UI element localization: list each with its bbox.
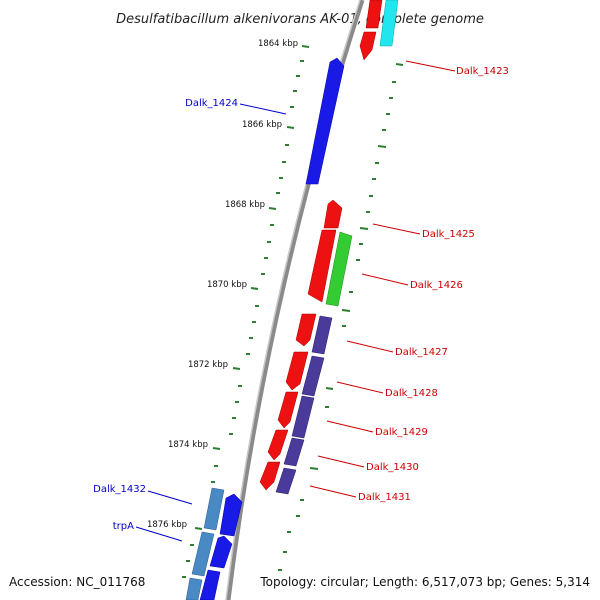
outer-tick-ring bbox=[278, 63, 404, 571]
gene-feature-red[interactable] bbox=[307, 229, 337, 303]
gene-feature-steel[interactable] bbox=[185, 577, 203, 600]
gene-feature-red[interactable] bbox=[359, 31, 377, 61]
genome-summary-text: Topology: circular; Length: 6,517,073 bp… bbox=[259, 575, 590, 589]
accession-text: Accession: NC_011768 bbox=[9, 575, 145, 589]
map-title: Desulfatibacillum alkenivorans AK-01, co… bbox=[116, 12, 484, 27]
gene-feature-blue[interactable] bbox=[219, 493, 243, 537]
tick-labels: 1864 kbp 1866 kbp 1868 kbp 1870 kbp 1872… bbox=[147, 39, 298, 530]
gene-label-trpa[interactable]: trpA bbox=[113, 521, 134, 532]
gene-feature-blue[interactable] bbox=[199, 569, 221, 600]
inner-tick-ring bbox=[182, 45, 310, 578]
gene-feature-blue[interactable] bbox=[209, 535, 233, 569]
gene-feature-cyan[interactable] bbox=[379, 0, 399, 47]
tick-label-1872: 1872 kbp bbox=[188, 360, 228, 370]
tick-label-1864: 1864 kbp bbox=[258, 39, 298, 49]
gene-feature-purple[interactable] bbox=[291, 395, 315, 439]
gene-feature-purple[interactable] bbox=[275, 467, 297, 495]
tick-label-1874: 1874 kbp bbox=[168, 440, 208, 450]
gene-feature-red[interactable] bbox=[365, 0, 383, 29]
gene-features bbox=[185, 0, 399, 600]
gene-feature-purple[interactable] bbox=[283, 437, 305, 467]
gene-feature-dalk-1424[interactable] bbox=[305, 57, 345, 185]
gene-feature-dalk-1427[interactable] bbox=[295, 313, 317, 347]
gene-feature-dalk-1425[interactable] bbox=[323, 199, 343, 229]
gene-feature-purple[interactable] bbox=[311, 315, 333, 355]
gene-feature-purple[interactable] bbox=[301, 355, 325, 397]
gene-labels: Dalk_1423 Dalk_1424 Dalk_1425 Dalk_1426 … bbox=[93, 66, 509, 532]
gene-label-dalk-1427[interactable]: Dalk_1427 bbox=[395, 347, 448, 358]
gene-feature-dalk-1429[interactable] bbox=[277, 391, 299, 429]
label-leaders bbox=[135, 60, 456, 542]
tick-label-1876: 1876 kbp bbox=[147, 520, 187, 530]
gene-label-dalk-1432[interactable]: Dalk_1432 bbox=[93, 484, 146, 495]
gene-feature-dalk-1432[interactable] bbox=[203, 487, 225, 531]
gene-feature-dalk-1431[interactable] bbox=[259, 461, 281, 491]
gene-label-dalk-1431[interactable]: Dalk_1431 bbox=[358, 492, 411, 503]
gene-feature-dalk-1430[interactable] bbox=[267, 429, 289, 461]
gene-label-dalk-1426[interactable]: Dalk_1426 bbox=[410, 280, 463, 291]
gene-feature-dalk-1426[interactable] bbox=[325, 231, 353, 307]
gene-label-dalk-1430[interactable]: Dalk_1430 bbox=[366, 462, 419, 473]
tick-label-1868: 1868 kbp bbox=[225, 200, 265, 210]
gene-feature-trpa[interactable] bbox=[191, 531, 215, 577]
gene-label-dalk-1423[interactable]: Dalk_1423 bbox=[456, 66, 509, 77]
gene-feature-dalk-1428[interactable] bbox=[285, 351, 309, 391]
gene-label-dalk-1425[interactable]: Dalk_1425 bbox=[422, 229, 475, 240]
gene-label-dalk-1428[interactable]: Dalk_1428 bbox=[385, 388, 438, 399]
gene-label-dalk-1429[interactable]: Dalk_1429 bbox=[375, 427, 428, 438]
tick-label-1870: 1870 kbp bbox=[207, 280, 247, 290]
gene-label-dalk-1424[interactable]: Dalk_1424 bbox=[185, 98, 238, 109]
tick-label-1866: 1866 kbp bbox=[242, 120, 282, 130]
